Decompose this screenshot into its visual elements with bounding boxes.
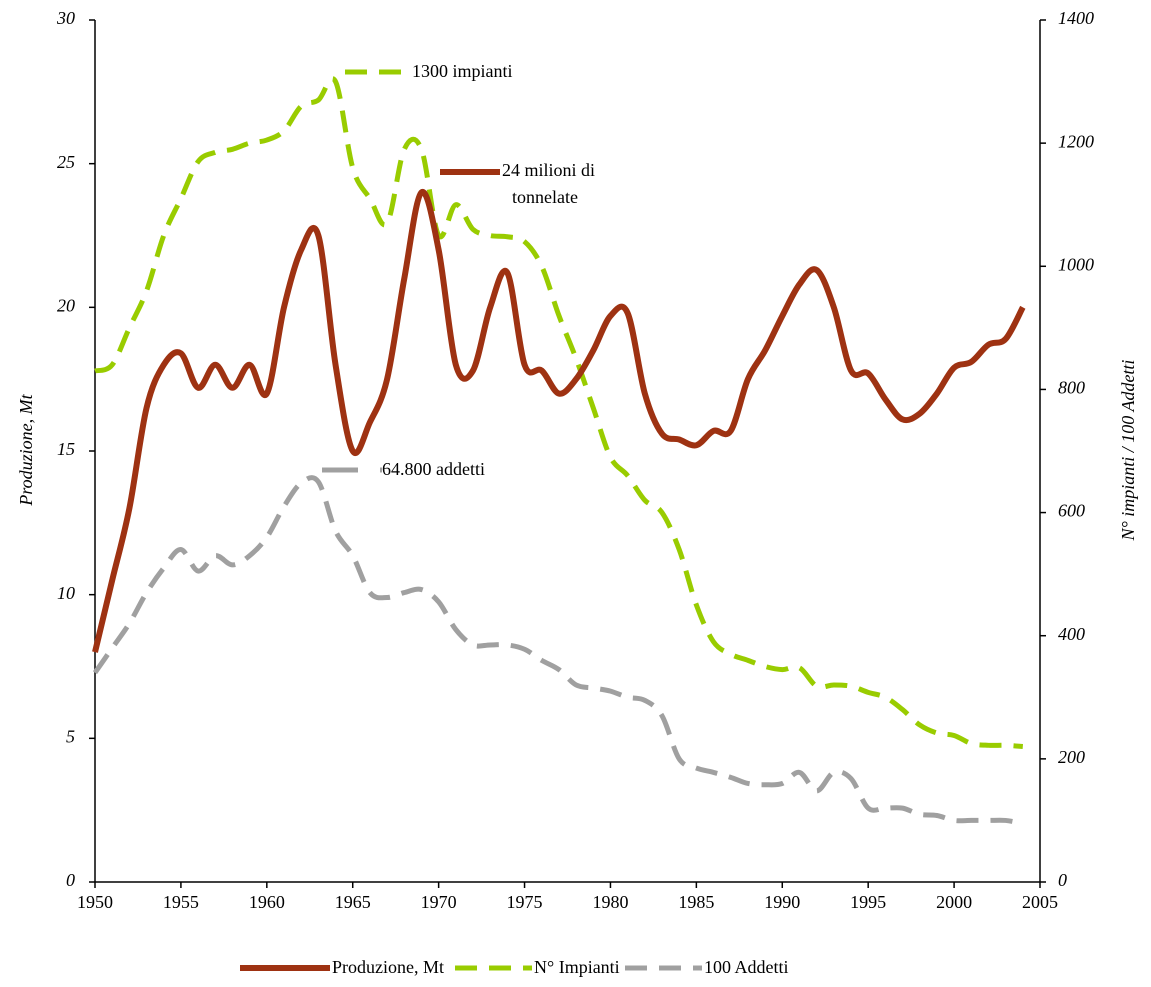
x-tick-label: 2005 — [1022, 892, 1058, 912]
x-tick-label: 1970 — [421, 892, 457, 912]
y2-tick-label: 600 — [1058, 501, 1085, 521]
legend-label: N° Impianti — [534, 957, 620, 977]
y-axis-title: Produzione, Mt — [16, 393, 36, 506]
y2-tick-label: 400 — [1058, 624, 1085, 644]
annotation: 24 milioni di — [502, 160, 595, 180]
annotation: 64.800 addetti — [382, 459, 485, 479]
x-tick-label: 1975 — [507, 892, 543, 912]
y2-axis-title: N° impianti / 100 Addetti — [1118, 360, 1138, 542]
x-tick-label: 1950 — [77, 892, 113, 912]
y2-tick-label: 1000 — [1058, 254, 1094, 274]
x-tick-label: 1980 — [592, 892, 628, 912]
x-tick-label: 2000 — [936, 892, 972, 912]
x-tick-label: 1995 — [850, 892, 886, 912]
x-tick-label: 1990 — [764, 892, 800, 912]
x-tick-label: 1960 — [249, 892, 285, 912]
x-tick-label: 1955 — [163, 892, 199, 912]
y-tick-label: 10 — [57, 583, 75, 603]
legend-label: 100 Addetti — [704, 957, 789, 977]
series-line — [92, 189, 1026, 653]
y-tick-label: 25 — [57, 152, 75, 172]
x-tick-label: 1965 — [335, 892, 371, 912]
y2-tick-label: 0 — [1058, 870, 1067, 890]
annotation: tonnelate — [512, 187, 578, 207]
y2-tick-label: 800 — [1058, 378, 1085, 398]
series-line — [94, 76, 1024, 750]
annotation: 1300 impianti — [412, 61, 513, 81]
y-tick-label: 20 — [57, 295, 75, 315]
y2-tick-label: 200 — [1058, 747, 1085, 767]
y2-tick-label: 1200 — [1058, 131, 1094, 151]
y2-tick-label: 1400 — [1058, 8, 1094, 28]
y-tick-label: 5 — [66, 726, 75, 746]
series-line — [92, 475, 1024, 826]
y-tick-label: 15 — [57, 439, 75, 459]
y-tick-label: 0 — [66, 870, 75, 890]
x-tick-label: 1985 — [678, 892, 714, 912]
legend-label: Produzione, Mt — [332, 957, 444, 977]
y-tick-label: 30 — [56, 8, 75, 28]
